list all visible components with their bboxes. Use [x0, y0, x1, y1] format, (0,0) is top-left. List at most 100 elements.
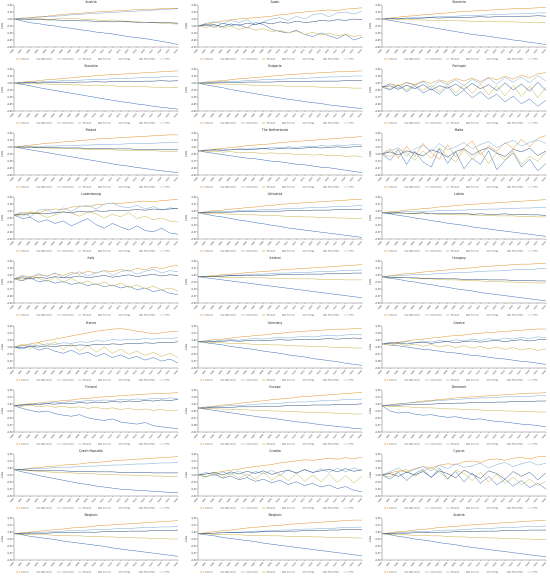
series-line-agriculture [13, 277, 179, 296]
chart-title: Croatia [269, 448, 281, 453]
x-tick-label: 2005 [235, 113, 241, 119]
series-line-agriculture [381, 405, 547, 427]
legend-label: Energy [492, 122, 500, 125]
legend-label: Households [328, 443, 339, 445]
legend-label: Other [349, 378, 355, 381]
y-tick-label: -0.40 [191, 430, 197, 433]
x-tick-label: 2015 [317, 433, 323, 439]
legend-label: Agriculture [410, 122, 421, 125]
series-line-agriculture [197, 473, 363, 492]
x-tick-label: 2007 [251, 433, 257, 439]
x-tick-label: 2016 [509, 113, 515, 119]
legend-label: Energy [492, 378, 500, 381]
x-tick-label: 2015 [501, 305, 507, 311]
x-tick-label: 2004 [410, 241, 416, 247]
x-tick-label: 2008 [259, 497, 265, 503]
x-tick-label: 2008 [443, 562, 449, 568]
series-line-construction [381, 139, 547, 157]
x-tick-label: 2002 [26, 49, 32, 55]
x-tick-label: 2019 [349, 113, 355, 119]
x-tick-label: 2012 [108, 369, 114, 375]
x-tick-label: 2014 [308, 562, 314, 568]
x-tick-label: 2011 [468, 369, 474, 375]
x-tick-label: 2002 [210, 369, 216, 375]
x-tick-label: 2020 [174, 177, 180, 183]
legend-label: Industry [21, 506, 30, 509]
legend-label: Other [165, 314, 171, 317]
x-tick-label: 2010 [276, 562, 282, 568]
x-tick-label: 2012 [108, 113, 114, 119]
series-line-transport [198, 276, 362, 281]
y-tick-label: -0.17 [375, 352, 381, 355]
x-tick-label: 2016 [141, 369, 147, 375]
x-tick-label: 2000 [10, 497, 16, 503]
x-tick-label: 2012 [476, 177, 482, 183]
series-line-transport [197, 471, 363, 483]
legend-label: Agriculture [226, 442, 237, 445]
x-tick-label: 2015 [501, 49, 507, 55]
x-tick-label: 2015 [133, 241, 139, 247]
y-tick-label: 0.30 [376, 196, 381, 199]
y-tick-label: -0.10 [191, 217, 197, 220]
y-axis-label: Index [185, 471, 188, 478]
x-tick-label: 2009 [267, 177, 273, 183]
legend-label: Services [103, 58, 111, 61]
series-line-construction [197, 144, 363, 152]
y-tick-label: -0.40 [375, 174, 381, 177]
legend-label: Services [103, 506, 111, 509]
legend-label: Other [165, 442, 171, 445]
y-tick-label: -0.50 [7, 559, 13, 562]
y-tick-label: -0.27 [191, 487, 197, 490]
legend-label: Transport [267, 378, 276, 381]
x-tick-label: 2004 [226, 562, 232, 568]
y-tick-label: -0.37 [375, 295, 381, 298]
series-line-industry [13, 391, 179, 406]
chart-panel: -0.50 -0.37 -0.23 -0.10 0.03 0.17 0.30 Index 200… [368, 513, 550, 577]
x-tick-label: 2006 [427, 305, 433, 311]
y-tick-label: -0.17 [191, 160, 197, 163]
series-line-construction [197, 75, 362, 84]
series-line-transport [197, 25, 363, 37]
y-tick-label: 0.30 [8, 452, 13, 455]
x-tick-label: 2006 [59, 305, 65, 311]
y-tick-label: 0.30 [8, 132, 13, 135]
x-tick-label: 2007 [67, 177, 73, 183]
y-tick-label: -0.23 [191, 352, 197, 355]
x-tick-label: 2015 [317, 241, 323, 247]
x-tick-label: 2002 [26, 562, 32, 568]
series-line-agriculture [197, 150, 363, 174]
x-tick-label: 2000 [194, 305, 200, 311]
x-tick-label: 2007 [67, 497, 73, 503]
y-axis-label: Index [369, 471, 372, 478]
line-chart: -0.50 -0.37 -0.23 -0.10 0.03 0.17 0.30 Index 200… [1, 452, 179, 509]
y-tick-label: -0.13 [375, 160, 381, 163]
series-line-services [14, 529, 179, 534]
legend-label: Transport [267, 122, 276, 125]
series-line-industry [197, 327, 363, 342]
x-tick-label: 2006 [59, 113, 65, 119]
x-tick-label: 2000 [10, 305, 16, 311]
x-tick-label: 2001 [202, 305, 208, 311]
legend-label: Energy [308, 122, 316, 125]
y-tick-label: -0.50 [375, 238, 381, 241]
x-tick-label: 2001 [202, 177, 208, 183]
legend-label: Households [512, 507, 523, 509]
legend-label: Energy [124, 378, 132, 381]
legend-label: Industry [21, 58, 30, 61]
y-tick-label: -0.05 [375, 345, 381, 348]
y-tick-label: 0.30 [376, 324, 381, 327]
legend-label: Other [349, 442, 355, 445]
x-tick-label: 2017 [333, 177, 339, 183]
y-tick-label: 0.30 [192, 132, 197, 135]
legend-label: Other [349, 250, 355, 253]
y-axis-label: Index [369, 22, 372, 29]
x-tick-label: 2008 [443, 49, 449, 55]
x-tick-label: 2013 [484, 305, 490, 311]
legend-label: Agriculture [410, 186, 421, 189]
x-tick-label: 2018 [525, 241, 531, 247]
legend-label: Industry [21, 186, 30, 189]
x-tick-label: 2011 [468, 241, 474, 247]
x-tick-label: 2005 [51, 241, 57, 247]
x-tick-label: 2003 [34, 49, 40, 55]
series-line-transport [13, 211, 179, 223]
